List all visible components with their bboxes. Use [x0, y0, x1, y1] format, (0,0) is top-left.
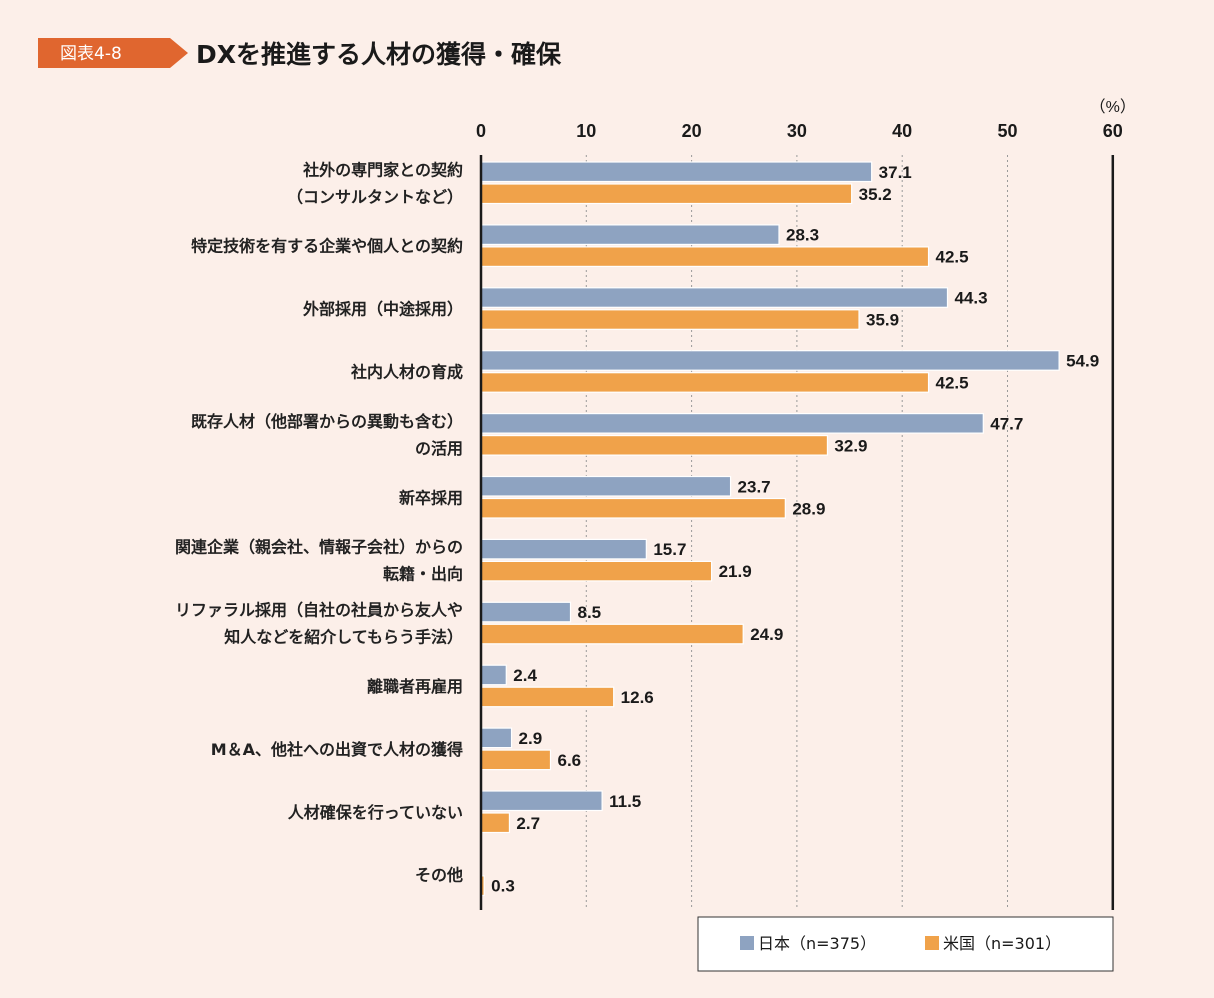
axes: [479, 155, 1115, 910]
data-label: 8.5: [578, 603, 602, 622]
bar-japan: [480, 161, 873, 183]
data-label: 47.7: [990, 414, 1023, 433]
bar-japan: [480, 664, 507, 686]
data-label: 32.9: [834, 436, 867, 455]
data-label: 12.6: [621, 688, 654, 707]
bar-us: [480, 812, 511, 834]
bar-japan: [480, 224, 780, 245]
data-label: 23.7: [738, 477, 771, 496]
figure-badge: 図表4-8: [60, 44, 122, 64]
legend-swatch-us: [925, 936, 939, 950]
bar-us: [480, 623, 744, 645]
data-label: 15.7: [653, 540, 686, 559]
category-label: 知人などを紹介してもらう手法）: [224, 628, 463, 647]
bar-japan: [480, 475, 732, 497]
category-label: 外部採用（中途採用）: [302, 300, 463, 319]
bar-japan: [480, 601, 572, 623]
legend-swatch-japan: [740, 936, 754, 950]
category-label: 社内人材の育成: [350, 362, 463, 381]
legend: 日本（n=375） 米国（n=301）: [697, 916, 1114, 972]
data-label: 54.9: [1066, 351, 1099, 370]
bars: [480, 161, 1060, 897]
bar-us: [480, 686, 615, 708]
x-tick-label: 0: [476, 121, 486, 141]
category-label: 人材確保を行っていない: [288, 803, 463, 822]
data-label: 42.5: [936, 248, 969, 267]
data-label: 35.9: [866, 311, 899, 330]
bar-japan: [480, 413, 984, 434]
bar-us: [480, 246, 930, 267]
unit-label: （%）: [1090, 98, 1136, 116]
category-label: M＆A、他社への出資で人材の獲得: [211, 740, 463, 759]
data-label: 11.5: [609, 792, 641, 811]
data-label: 28.3: [786, 226, 819, 245]
data-label: 37.1: [879, 163, 912, 182]
category-label: 転籍・出向: [383, 565, 463, 584]
bar-japan: [480, 790, 603, 812]
x-tick-label: 60: [1103, 121, 1123, 141]
data-label: 35.2: [859, 185, 892, 204]
x-tick-label: 40: [892, 121, 912, 141]
x-tick-label: 50: [997, 121, 1017, 141]
bar-us: [480, 435, 829, 456]
x-tick-label: 30: [787, 121, 807, 141]
x-tick-label: 20: [682, 121, 702, 141]
bar-japan: [480, 538, 647, 560]
chart-title: DXを推進する人材の獲得・確保: [196, 40, 562, 69]
category-label: 特定技術を有する企業や個人との契約: [191, 237, 463, 256]
bar-japan: [480, 350, 1060, 371]
data-label: 28.9: [792, 499, 825, 518]
data-label: 2.9: [519, 729, 543, 748]
data-label: 42.5: [936, 373, 969, 392]
figure-badge-shape: [38, 38, 188, 68]
category-label: （コンサルタントなど）: [287, 187, 463, 206]
bar-japan: [480, 727, 513, 749]
figure-header: 図表4-8 DXを推進する人材の獲得・確保: [38, 38, 562, 69]
bar-us: [480, 183, 853, 205]
data-label: 2.4: [513, 666, 537, 685]
grid: [585, 155, 1008, 910]
category-labels: 社外の専門家との契約 （コンサルタントなど） 特定技術を有する企業や個人との契約外部…: [175, 160, 463, 884]
category-label: 関連企業（親会社、情報子会社）からの: [175, 538, 463, 557]
bar-us: [480, 309, 860, 330]
category-label: リファラル採用（自社の社員から友人や: [175, 601, 463, 620]
legend-box: [697, 916, 1114, 972]
category-label: 新卒採用: [399, 488, 463, 507]
bar-us: [480, 749, 552, 771]
bar-us: [480, 560, 713, 582]
x-axis-ticks: 0 10 20 30 40 50 60: [476, 121, 1123, 141]
category-label: 離職者再雇用: [367, 677, 463, 696]
category-label: 既存人材（他部署からの異動も含む）: [191, 412, 463, 431]
bar-us: [480, 497, 786, 519]
x-tick-label: 10: [576, 121, 596, 141]
category-label: その他: [415, 866, 463, 885]
data-label: 0.3: [491, 877, 515, 896]
category-label: の活用: [415, 439, 463, 458]
data-label: 44.3: [954, 289, 987, 308]
data-label: 21.9: [719, 562, 752, 581]
legend-label-us: 米国（n=301）: [943, 934, 1061, 953]
data-label: 2.7: [516, 814, 540, 833]
data-labels: 37.1 35.2 28.3 42.5 44.3 35.9 54.9 42.5 47.7 32.9…: [491, 163, 1099, 896]
bar-us: [480, 372, 930, 393]
legend-label-japan: 日本（n=375）: [758, 934, 876, 953]
category-label: 社外の専門家との契約: [302, 160, 463, 179]
data-label: 6.6: [557, 751, 581, 770]
bar-japan: [480, 287, 949, 308]
data-label: 24.9: [750, 625, 783, 644]
